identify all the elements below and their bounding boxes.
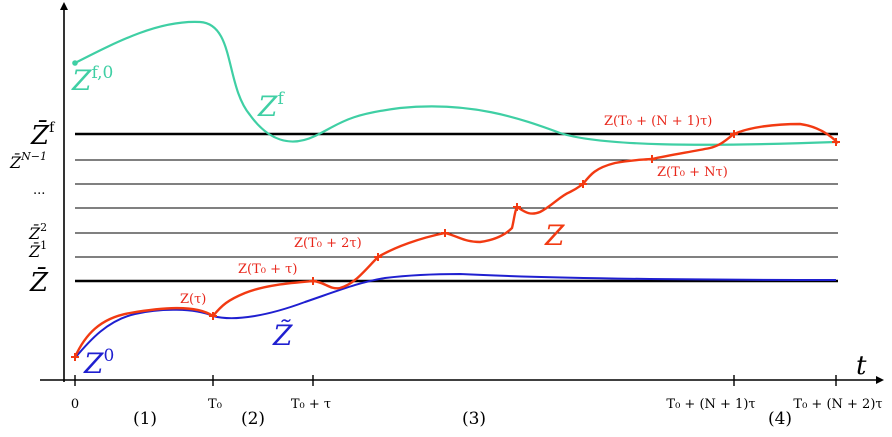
tick-label-t0-tau: T₀ + τ [291, 397, 331, 412]
z-marker-t0-tau [309, 277, 317, 285]
z-marker-0 [71, 353, 79, 361]
zf0-point [72, 60, 78, 66]
z-marker-t0-ntau [648, 155, 656, 163]
z-marker-4 [513, 203, 521, 211]
level-label-zf-base: Z̄ [30, 119, 50, 151]
tick-label-t0: T₀ [208, 397, 222, 412]
level-label-dots: ... [33, 183, 45, 198]
tick-label-0: 0 [71, 397, 79, 412]
tick-label-t0-n1: T₀ + (N + 1)τ [666, 397, 755, 412]
phase-1: (1) [133, 409, 157, 429]
ann-z-t0-ntau: Z(T₀ + Nτ) [657, 165, 728, 180]
z0-label-base: Z [83, 347, 104, 380]
z0-label: Z0 [83, 346, 114, 380]
zf0-label-base: Z [71, 64, 92, 97]
level-label-1: Z̄1 [28, 239, 47, 261]
ann-z-t0-tau: Z(T₀ + τ) [238, 262, 297, 277]
level-label-2-sup: 2 [40, 221, 47, 234]
zf-label-sup: f [277, 89, 285, 109]
tick-label-t0-n2: T₀ + (N + 2)τ [793, 397, 882, 412]
z0-label-sup: 0 [103, 346, 114, 366]
ann-z-t0-n1tau: Z(T₀ + (N + 1)τ) [604, 114, 712, 129]
z-label: Z [544, 219, 565, 252]
level-label-1-sup: 1 [40, 239, 47, 252]
z-marker-3 [441, 229, 449, 237]
phase-2: (2) [241, 409, 265, 429]
level-lines [75, 132, 838, 283]
level-label-zbar: Z̄ [29, 266, 49, 298]
phase-4: (4) [768, 409, 792, 429]
z-annotations: Z(τ) Z(T₀ + τ) Z(T₀ + 2τ) Z(T₀ + Nτ) Z(T… [180, 114, 728, 307]
zf-curve [74, 20, 837, 146]
level-label-n1: Z̄N−1 [9, 150, 47, 172]
z-marker-5 [579, 180, 587, 188]
level-label-n1-sup: N−1 [20, 150, 47, 163]
zf-label-base: Z [257, 90, 278, 123]
z-curve [73, 122, 839, 358]
level-label-zf-sup: f [49, 120, 56, 136]
zf-label: Zf [257, 89, 285, 123]
x-tick-labels: 0 T₀ T₀ + τ T₀ + (N + 1)τ T₀ + (N + 2)τ [71, 397, 883, 412]
z-marker-t0-n1tau [730, 130, 738, 138]
x-ticks [74, 375, 837, 386]
z-markers [71, 130, 840, 361]
z-marker-t0-2tau [374, 253, 382, 261]
phase-labels: (1) (2) (3) (4) [133, 409, 792, 429]
phase-3: (3) [462, 409, 486, 429]
ann-z-tau: Z(τ) [180, 292, 206, 307]
zf0-label: Zf,0 [71, 63, 113, 97]
z-marker-t0-n2tau [832, 138, 840, 146]
level-label-1-base: Z̄ [28, 240, 41, 261]
t-axis-label: t [856, 351, 867, 381]
level-label-n1-base: Z̄ [9, 151, 22, 172]
ztilde-curve [74, 272, 837, 359]
z-marker-t0 [209, 312, 217, 320]
level-label-2: Z̄2 [28, 221, 47, 243]
ann-z-t0-2tau: Z(T₀ + 2τ) [294, 236, 362, 251]
zf0-label-sup: f,0 [91, 63, 113, 83]
level-labels: Z̄f Z̄N−1 ... Z̄2 Z̄1 Z̄ [9, 119, 56, 298]
ztilde-label: Z̃ [272, 319, 293, 352]
level-label-zf: Z̄f [30, 119, 56, 151]
level-label-2-base: Z̄ [28, 222, 41, 243]
